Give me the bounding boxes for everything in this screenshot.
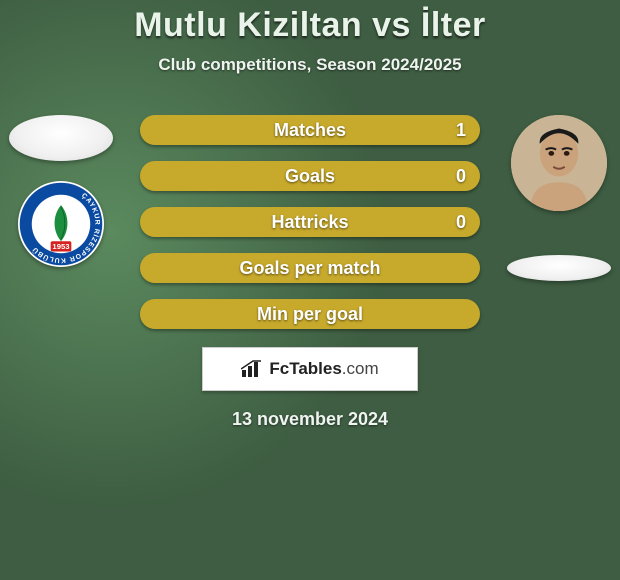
bar-label: Goals per match — [140, 253, 480, 283]
svg-text:1953: 1953 — [52, 242, 70, 251]
stat-bar: Hattricks0 — [140, 207, 480, 237]
bar-chart-icon — [241, 360, 263, 378]
stat-bar: Matches1 — [140, 115, 480, 145]
brand-text: FcTables.com — [269, 359, 378, 379]
stat-bars: Matches1Goals0Hattricks0Goals per matchM… — [140, 115, 480, 329]
right-player-avatar — [511, 115, 607, 211]
stat-bar: Min per goal — [140, 299, 480, 329]
content-container: Mutlu Kiziltan vs İlter Club competition… — [0, 0, 620, 580]
stat-bar: Goals0 — [140, 161, 480, 191]
stat-bar: Goals per match — [140, 253, 480, 283]
bar-label: Hattricks — [140, 207, 480, 237]
main-row: ÇAYKUR RİZESPOR KULÜBÜ 1953 — [0, 115, 620, 329]
date-label: 13 november 2024 — [232, 409, 388, 430]
bar-value-right: 0 — [456, 207, 466, 237]
page-title: Mutlu Kiziltan vs İlter — [134, 6, 486, 45]
bar-label: Min per goal — [140, 299, 480, 329]
left-player-column: ÇAYKUR RİZESPOR KULÜBÜ 1953 — [6, 115, 116, 267]
brand-suffix: .com — [342, 359, 379, 379]
brand-box: FcTables.com — [202, 347, 418, 391]
person-icon — [511, 115, 607, 211]
bar-value-right: 0 — [456, 161, 466, 191]
bar-value-right: 1 — [456, 115, 466, 145]
page-subtitle: Club competitions, Season 2024/2025 — [158, 55, 461, 75]
right-player-column — [504, 115, 614, 281]
bar-label: Matches — [140, 115, 480, 145]
left-club-badge: ÇAYKUR RİZESPOR KULÜBÜ 1953 — [18, 181, 104, 267]
right-club-badge-placeholder — [507, 255, 611, 281]
brand-main: FcTables — [269, 359, 341, 379]
rizespor-badge-icon: ÇAYKUR RİZESPOR KULÜBÜ 1953 — [18, 181, 104, 267]
bar-label: Goals — [140, 161, 480, 191]
left-player-avatar-placeholder — [9, 115, 113, 161]
